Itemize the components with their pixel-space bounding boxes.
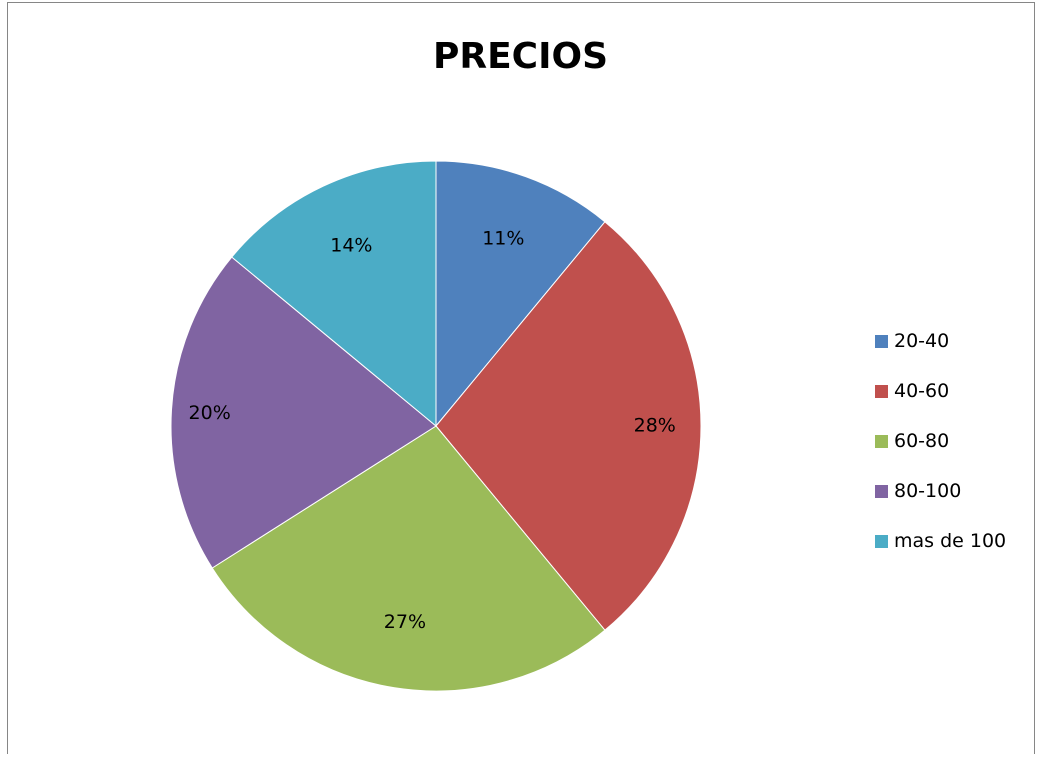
legend-label: 20-40	[894, 330, 950, 352]
slice-label-20-40: 11%	[482, 227, 524, 249]
slice-label-80-100: 20%	[189, 402, 231, 424]
slice-label-mas-de-100: 14%	[330, 235, 372, 257]
pie-slice-mas-de-100	[231, 160, 437, 428]
legend-label: 60-80	[894, 430, 950, 452]
legend-item: 20-40	[875, 316, 1006, 366]
pie-slice-20-40	[435, 160, 606, 428]
pie-slice-60-80	[211, 425, 606, 692]
legend-label: 80-100	[894, 480, 962, 502]
pie-slice-80-100	[170, 256, 437, 569]
slice-label-60-80: 27%	[384, 611, 426, 633]
legend-swatch	[875, 334, 888, 348]
slice-label-40-60: 28%	[634, 415, 676, 437]
legend-swatch	[875, 434, 888, 448]
legend-swatch	[875, 534, 888, 548]
legend-item: 60-80	[875, 416, 1006, 466]
legend-item: 80-100	[875, 466, 1006, 516]
legend-label: 40-60	[894, 380, 950, 402]
chart-title: PRECIOS	[432, 36, 609, 77]
legend: 20-40 40-60 60-80 80-100 mas de 100	[875, 316, 1006, 566]
pie-slice-40-60	[435, 221, 702, 631]
legend-item: 40-60	[875, 366, 1006, 416]
legend-swatch	[875, 384, 888, 398]
legend-label: mas de 100	[894, 530, 1007, 552]
legend-swatch	[875, 484, 888, 498]
legend-item: mas de 100	[875, 516, 1006, 566]
